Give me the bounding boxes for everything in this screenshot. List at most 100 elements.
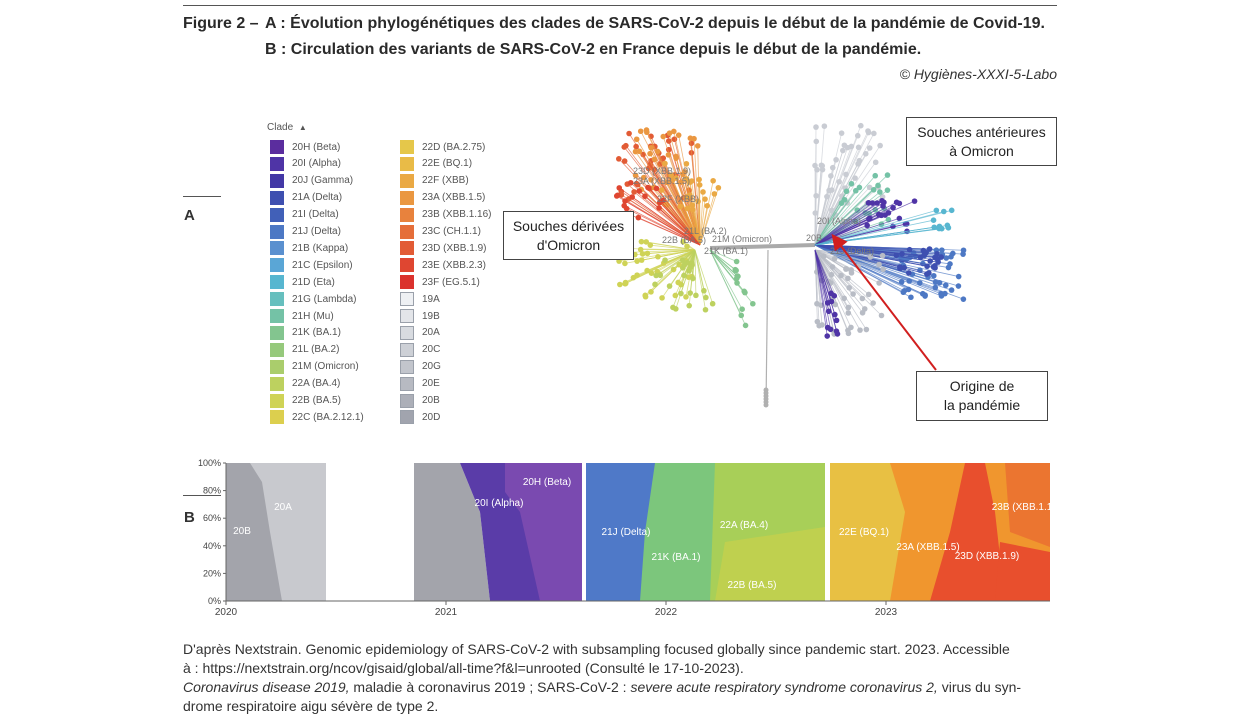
tree-branch	[656, 188, 701, 246]
callout-origin: Origine de la pandémie	[916, 371, 1048, 421]
tree-branch	[639, 151, 701, 246]
legend-item: 23F (EG.5.1)	[400, 274, 480, 290]
tree-branch	[814, 249, 818, 304]
legend-swatch	[270, 156, 284, 171]
tree-tip	[862, 150, 869, 157]
tree-tip	[662, 257, 668, 263]
legend-item: 22D (BA.2.75)	[400, 139, 485, 155]
tree-tip	[656, 199, 663, 206]
tree-tip	[905, 270, 912, 276]
tree-label: 21L (BA.2)	[684, 226, 727, 236]
tree-tip	[922, 293, 928, 299]
tree-tip	[813, 192, 819, 199]
tree-tip	[845, 330, 852, 337]
tree-tip	[687, 264, 694, 270]
legend-label: 20B	[422, 395, 440, 406]
legend-label: 20E	[422, 378, 440, 390]
tree-branch	[814, 249, 852, 274]
tree-branch	[692, 249, 696, 279]
legend-item: 22F (XBB)	[400, 173, 469, 189]
x-tick-label: 2023	[875, 607, 898, 618]
tree-branch	[814, 187, 870, 246]
tree-branch	[621, 248, 696, 251]
legend-swatch	[400, 258, 414, 273]
figure-label: Figure 2 –	[183, 15, 259, 32]
tree-tip	[636, 148, 643, 155]
tree-tip	[683, 176, 690, 182]
legend-item: 21B (Kappa)	[270, 240, 348, 256]
tree-tip	[733, 258, 740, 265]
tree-tip	[741, 288, 748, 295]
tree-tip	[710, 177, 716, 184]
tree-branch	[689, 138, 701, 246]
tree-tip	[673, 175, 679, 181]
panel-b-letter: B	[184, 509, 195, 526]
figure-credit: © Hygiènes-XXXI-5-Labo	[899, 66, 1057, 82]
tree-tip	[880, 266, 887, 273]
tree-tip	[854, 132, 861, 139]
tree-label: 22F (XBB)	[657, 194, 700, 204]
legend-swatch	[270, 173, 284, 188]
tree-tip	[875, 182, 881, 189]
tree-tip	[636, 188, 643, 194]
stream-label: 22A (BA.4)	[720, 520, 768, 531]
tree-branch	[694, 249, 707, 298]
tree-tip	[660, 133, 667, 140]
legend-item: 21A (Delta)	[270, 190, 342, 206]
tree-tip	[882, 212, 888, 218]
legend-swatch	[270, 325, 284, 340]
tree-tip	[662, 160, 668, 167]
tree-branch	[814, 201, 897, 246]
tree-tip	[693, 292, 699, 299]
tree-backbone	[709, 243, 816, 250]
tree-branch	[687, 208, 701, 246]
tree-branch	[814, 249, 852, 271]
legend-swatch	[270, 342, 284, 357]
tree-branch	[814, 249, 874, 304]
legend-swatch	[400, 190, 414, 205]
legend-item: 22A (BA.4)	[270, 376, 340, 392]
tree-branch	[659, 202, 701, 246]
tree-tip	[684, 243, 690, 250]
legend-swatch	[400, 359, 414, 374]
legend-swatch	[400, 410, 414, 425]
tree-tip	[901, 288, 908, 294]
tree-tip	[739, 306, 745, 312]
tree-tip	[936, 225, 942, 232]
tree-tip	[638, 238, 645, 245]
tree-tip	[845, 275, 851, 282]
tree-tip	[850, 291, 856, 297]
tree-label: 21M (Omicron)	[712, 234, 773, 244]
tree-tip	[633, 136, 640, 143]
tree-branch	[814, 249, 829, 328]
tree-branch	[814, 244, 942, 295]
legend-swatch	[270, 275, 284, 290]
tree-branch	[664, 249, 696, 261]
tree-tip	[623, 142, 629, 149]
y-tick-label: 20%	[203, 568, 221, 578]
tree-branch	[814, 249, 837, 332]
tree-tip	[812, 162, 818, 169]
tree-tip	[647, 242, 654, 248]
tree-tip	[813, 124, 819, 130]
tree-tip	[652, 281, 658, 288]
tree-tip	[696, 182, 703, 188]
tree-tip	[702, 196, 708, 202]
tree-tip	[955, 283, 962, 289]
tree-branch	[814, 200, 883, 246]
tree-tip	[742, 322, 749, 329]
figure-caption-a: A : Évolution phylogénétiques des clades…	[265, 15, 1045, 32]
legend-swatch	[400, 342, 414, 357]
panel-a-rule	[183, 196, 221, 197]
tree-tip	[671, 128, 677, 135]
tree-tip	[890, 204, 896, 211]
tree-tip	[863, 326, 870, 333]
tree-tip	[871, 130, 877, 137]
legend-label: 21M (Omicron)	[292, 361, 359, 373]
legend-swatch	[270, 207, 284, 222]
tree-branch	[709, 249, 737, 271]
tree-tip	[884, 172, 891, 178]
tree-tip	[908, 294, 914, 301]
legend-label: 21J (Delta)	[292, 226, 341, 237]
